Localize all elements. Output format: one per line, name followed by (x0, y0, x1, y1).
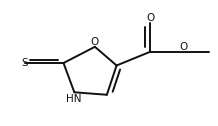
Text: HN: HN (66, 94, 81, 104)
Text: O: O (180, 42, 188, 52)
Text: O: O (91, 37, 99, 47)
Text: S: S (21, 58, 28, 68)
Text: O: O (146, 13, 154, 23)
